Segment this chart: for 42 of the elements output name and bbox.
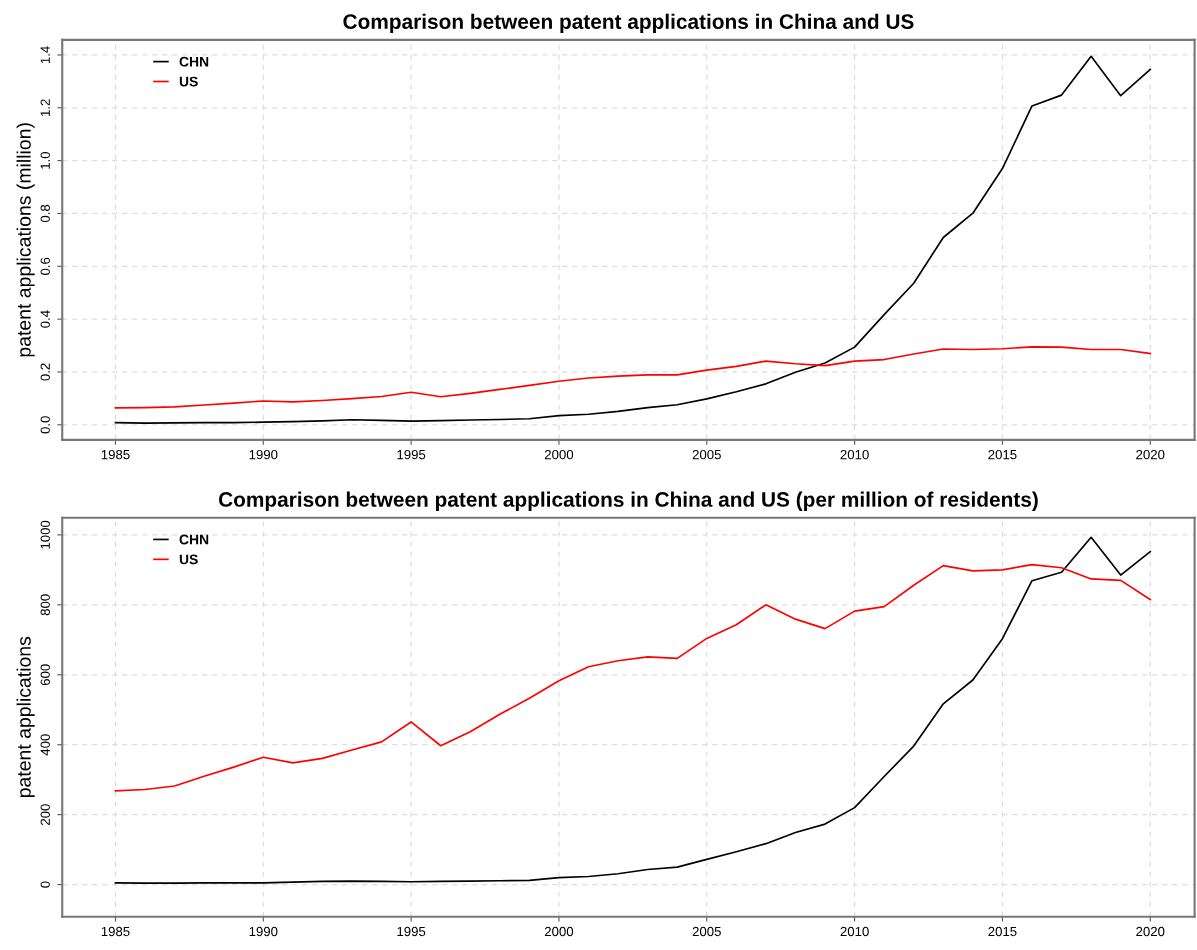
y-axis-title: patent applications <box>16 636 35 798</box>
x-tick-label: 2005 <box>692 449 721 460</box>
x-tick-label: 2000 <box>544 926 574 937</box>
x-tick-label: 2020 <box>1136 449 1165 460</box>
y-tick-label: 1.0 <box>40 151 50 169</box>
y-tick-label: 600 <box>40 664 50 686</box>
x-tick-label: 2020 <box>1136 926 1165 937</box>
x-tick-label: 1990 <box>249 926 278 937</box>
y-tick-label: 1.4 <box>40 46 50 64</box>
x-tick-label: 1995 <box>397 449 426 460</box>
line-series <box>114 55 1152 425</box>
y-axis-title: patent applications (million) <box>16 123 35 357</box>
y-tick-label: 0.2 <box>40 363 50 381</box>
x-tick-label: 1990 <box>249 449 278 460</box>
line-series <box>114 563 1152 792</box>
chart-title: Comparison between patent applications in China and US (per million of residents) <box>218 491 1038 511</box>
x-tick-label: 2005 <box>692 926 721 937</box>
line-series <box>114 536 1152 885</box>
y-tick-label: 1000 <box>40 520 50 549</box>
chart-title: Comparison between patent applications in China and US <box>343 13 914 34</box>
x-tick-label: 2010 <box>840 449 869 460</box>
x-tick-label: 1985 <box>101 449 130 460</box>
y-tick-label: 0 <box>40 881 50 888</box>
y-tick-label: 0.8 <box>40 204 50 223</box>
legend-label: CHN <box>179 56 209 67</box>
y-tick-label: 400 <box>40 734 50 756</box>
legend-label: CHN <box>179 534 209 545</box>
x-tick-label: 2010 <box>840 926 869 937</box>
y-tick-label: 0.4 <box>40 310 50 328</box>
x-tick-label: 2000 <box>544 449 574 460</box>
y-tick-label: 0.0 <box>40 416 50 434</box>
legend-label: US <box>179 554 198 565</box>
x-tick-label: 1985 <box>101 926 130 937</box>
x-tick-label: 1995 <box>397 926 426 937</box>
y-tick-label: 0.6 <box>40 257 50 275</box>
y-tick-label: 800 <box>40 594 50 616</box>
x-tick-label: 2015 <box>988 449 1017 460</box>
y-tick-label: 1.2 <box>40 99 50 116</box>
x-tick-label: 2015 <box>988 926 1017 937</box>
line-series <box>114 346 1152 409</box>
y-tick-label: 200 <box>40 804 50 825</box>
legend-label: US <box>179 76 198 87</box>
